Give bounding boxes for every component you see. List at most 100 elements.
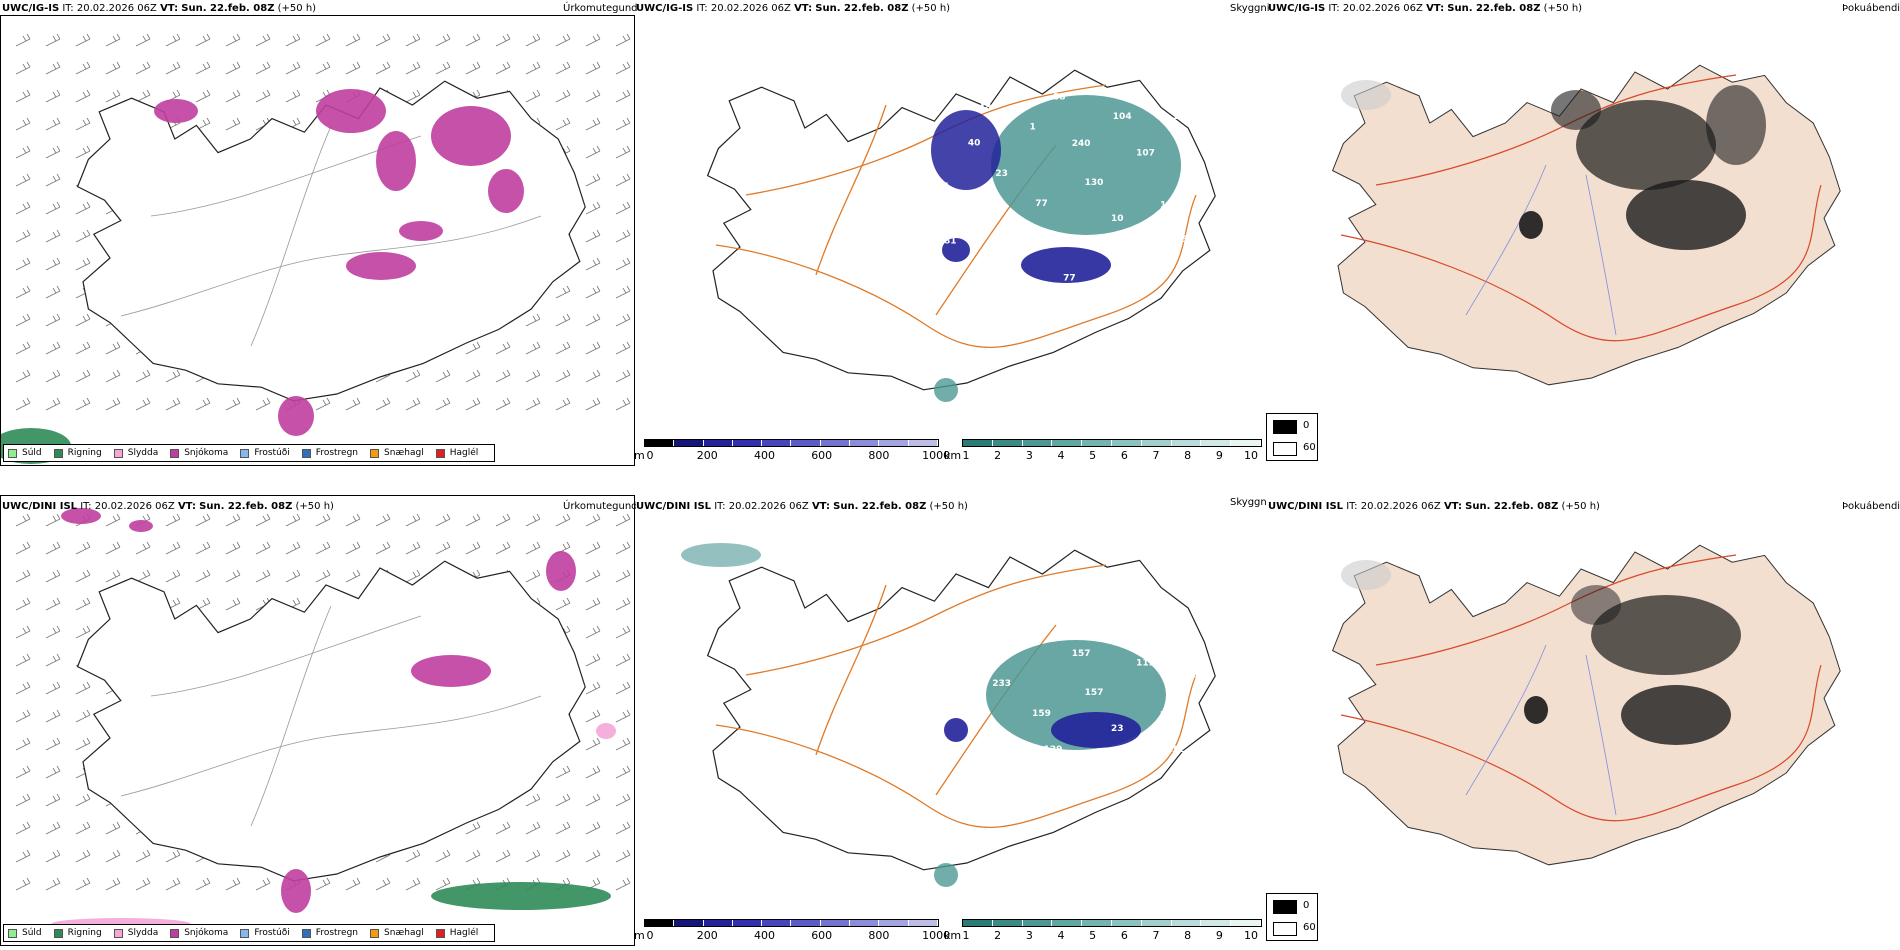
legend-item: Snjókoma bbox=[170, 448, 228, 458]
snow-area bbox=[281, 869, 311, 913]
cloud-base-label: 10 bbox=[1111, 214, 1124, 224]
cloud-base-label: 88 bbox=[915, 145, 928, 155]
cloud-base-label: 907 bbox=[1023, 632, 1042, 642]
colorbar-segment bbox=[1022, 440, 1053, 446]
cloud-base-label: 129 bbox=[1044, 745, 1063, 755]
title-precip-top: Úrkomutegund bbox=[563, 3, 638, 14]
cloud-base-label: 88 bbox=[1053, 92, 1066, 102]
colorbar-tick: 9 bbox=[1215, 449, 1223, 462]
cloudbase-unit: m bbox=[634, 929, 645, 942]
cloud-base-label: 81 bbox=[944, 236, 957, 246]
it-label: IT: bbox=[62, 3, 74, 14]
snow-area bbox=[431, 106, 511, 166]
visibility-unit: km bbox=[944, 929, 962, 942]
colorbar-tick: 1 bbox=[962, 929, 970, 942]
colorbar-tick: 4 bbox=[1057, 929, 1065, 942]
header-precip-bottom: UWC/DINI ISL IT: 20.02.2026 06Z VT: Sun.… bbox=[2, 501, 334, 512]
iceland-outline bbox=[76, 560, 586, 882]
colorbar-segment bbox=[1141, 920, 1172, 926]
cloud-base-label: 104 bbox=[1113, 112, 1132, 122]
colorbar-segment bbox=[879, 920, 909, 926]
fog-map-top bbox=[1331, 64, 1841, 386]
snow-area bbox=[61, 508, 101, 524]
legend-label: Snæhagl bbox=[384, 448, 424, 458]
colorbar-segment bbox=[963, 920, 993, 926]
header-precip-top: UWC/IG-IS IT: 20.02.2026 06Z VT: Sun. 22… bbox=[2, 3, 316, 14]
header-fog-bottom: UWC/DINI ISL IT: 20.02.2026 06Z VT: Sun.… bbox=[1268, 501, 1600, 512]
it-value: 20.02.2026 06Z bbox=[1360, 501, 1441, 512]
title-precip-bottom: Úrkomutegund bbox=[563, 501, 638, 512]
low-visibility-area bbox=[934, 378, 958, 402]
precip-map-panel-top: Súld Rigning Slydda Snjókoma Frostúði Frostre… bbox=[0, 15, 635, 466]
colorbar-tick: 0 bbox=[646, 929, 654, 942]
low-cloud-area bbox=[1021, 247, 1111, 283]
legend-item: Haglél bbox=[435, 928, 478, 938]
title-visibility-bottom: Skyggni bbox=[1230, 497, 1270, 508]
it-value: 20.02.2026 06Z bbox=[728, 501, 809, 512]
fog-area bbox=[1571, 585, 1621, 625]
cloud-base-label: 159 bbox=[1032, 709, 1051, 719]
snow-area bbox=[278, 396, 314, 436]
legend-item: Snæhagl bbox=[370, 928, 424, 938]
colorbar-tick: 400 bbox=[753, 929, 775, 942]
cloud-base-label: 162 bbox=[1186, 671, 1205, 681]
lead-time: (+50 h) bbox=[295, 501, 334, 512]
cloud-base-label: 77 bbox=[1063, 274, 1076, 284]
vt-label: VT: bbox=[794, 3, 813, 14]
colorbar-segment bbox=[674, 920, 704, 926]
precip-type-legend-bottom: Súld Rigning Slydda Snjókoma Frostúði Frostre… bbox=[3, 924, 496, 942]
colorbar-tick: 6 bbox=[1120, 929, 1128, 942]
legend-swatch bbox=[370, 448, 380, 458]
colorbar-tick: 5 bbox=[1089, 449, 1097, 462]
model-name: UWC/DINI ISL bbox=[1268, 501, 1344, 512]
colorbar-segment bbox=[1201, 440, 1232, 446]
legend-swatch bbox=[170, 928, 180, 938]
fog-area bbox=[1591, 595, 1741, 675]
snow-area bbox=[411, 655, 491, 687]
header-fog-top: UWC/IG-IS IT: 20.02.2026 06Z VT: Sun. 22… bbox=[1268, 3, 1582, 14]
road-network bbox=[120, 605, 542, 827]
low-cloud-area bbox=[944, 718, 968, 742]
lead-time: (+50 h) bbox=[911, 3, 951, 14]
colorbar-segment bbox=[732, 920, 763, 926]
vt-label: VT: bbox=[160, 3, 179, 14]
sleet-area bbox=[596, 723, 616, 739]
lead-time: (+50 h) bbox=[929, 501, 968, 512]
fog-area bbox=[1621, 685, 1731, 745]
legend-label: Súld bbox=[22, 448, 42, 458]
vt-value: Sun. 22.feb. 08Z bbox=[1447, 3, 1541, 14]
cloud-base-label: 107 bbox=[1136, 149, 1155, 159]
colorbar-segment bbox=[762, 920, 792, 926]
fog-area bbox=[1626, 180, 1746, 250]
legend-item: Súld bbox=[8, 448, 42, 458]
colorbar-segment bbox=[850, 920, 880, 926]
low-cloud-area bbox=[942, 238, 970, 262]
cloud-base-label: 157 bbox=[1085, 688, 1104, 698]
title-fog-top: Þokuábendi bbox=[1842, 3, 1900, 14]
colorbar-segment bbox=[1082, 920, 1112, 926]
header-visibility-top: UWC/IG-IS IT: 20.02.2026 06Z VT: Sun. 22… bbox=[636, 3, 950, 14]
colorbar-tick: 6 bbox=[1120, 449, 1128, 462]
vt-value: Sun. 22.feb. 08Z bbox=[833, 501, 927, 512]
low-cloud-area bbox=[931, 110, 1001, 190]
legend-swatch bbox=[170, 448, 180, 458]
fog-legend-label: 0 bbox=[1303, 420, 1310, 431]
colorbar-tick: 200 bbox=[696, 929, 718, 942]
colorbar-segment bbox=[820, 920, 851, 926]
it-label: IT: bbox=[80, 501, 92, 512]
colorbar-tick: 10 bbox=[1244, 929, 1258, 942]
legend-swatch bbox=[113, 448, 123, 458]
colorbar-segment bbox=[963, 440, 993, 446]
cloud-base-label: 165 bbox=[930, 182, 949, 192]
snow-area bbox=[129, 520, 153, 532]
legend-swatch bbox=[370, 928, 380, 938]
visibility-colorbar-top: km 1 2 3 4 5 6 7 8 9 10 bbox=[944, 437, 1264, 463]
legend-label: Rigning bbox=[67, 928, 102, 938]
vt-label: VT: bbox=[177, 501, 196, 512]
colorbar-segment bbox=[1141, 440, 1172, 446]
cloud-base-label: 95 bbox=[1053, 602, 1066, 612]
colorbar-tick: 3 bbox=[1025, 929, 1033, 942]
it-label: IT: bbox=[1346, 501, 1358, 512]
cloud-base-label: 30 bbox=[973, 205, 986, 215]
cloud-base-label: 145 bbox=[1169, 235, 1188, 245]
